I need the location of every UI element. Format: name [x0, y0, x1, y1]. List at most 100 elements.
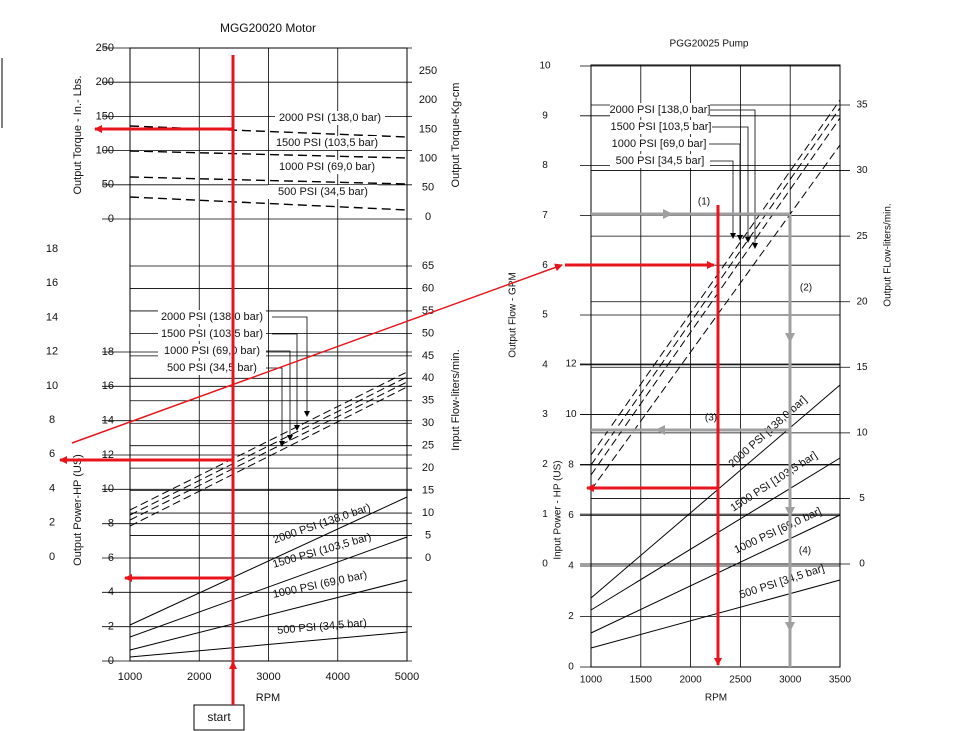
- curve-label: 1500 PSI [103,5 bar]: [611, 121, 712, 133]
- tick-label: 0: [425, 552, 431, 564]
- tick-label: 2: [568, 611, 574, 622]
- tick-label: 6: [542, 260, 548, 271]
- x-axis-label: RPM: [256, 692, 280, 704]
- curve-label: 500 PSI (34,5 bar): [167, 362, 257, 374]
- tick-label: 12: [102, 449, 114, 461]
- tick-label: 1: [542, 509, 548, 520]
- leader: [265, 350, 293, 441]
- flow-curve: [590, 107, 841, 466]
- tick-label: 100: [96, 145, 114, 157]
- tick-label: 50: [422, 182, 434, 194]
- tick-label: 45: [422, 350, 434, 362]
- tick-label: 0: [425, 211, 431, 223]
- flow-curve: [590, 117, 841, 476]
- tick-label: 4: [49, 482, 55, 494]
- tick-label: 30: [422, 417, 434, 429]
- tick-label: 250: [419, 65, 437, 77]
- curve-label: 1000 PSI (69,0 bar): [272, 569, 368, 601]
- step-label: (3): [705, 413, 717, 424]
- tick-label: 5: [425, 529, 431, 541]
- label-bg: [610, 103, 710, 117]
- tick-label: 40: [422, 372, 434, 384]
- tick-label: 25: [856, 231, 868, 242]
- curve-label: 500 PSI (34,5 bar): [278, 186, 368, 198]
- power-curve: [129, 536, 408, 638]
- flow-curve: [129, 376, 408, 516]
- tick-label: 6: [49, 448, 55, 460]
- chart-title: PGG20025 Pump: [670, 39, 749, 50]
- leader: [260, 367, 285, 447]
- tick-label: 6: [568, 510, 574, 521]
- x-tick-label: 1000: [580, 675, 603, 686]
- tick-label: 4: [108, 586, 114, 598]
- torque-curve: [129, 176, 408, 185]
- tick-label: 15: [856, 362, 868, 373]
- curve-label: 1500 PSI (103,5 bar): [161, 328, 263, 340]
- flow-curve: [590, 144, 841, 491]
- power-curve: [590, 457, 841, 611]
- tick-label: 25: [422, 440, 434, 452]
- tick-label: 50: [422, 327, 434, 339]
- tick-label: 200: [419, 94, 437, 106]
- tick-label: 14: [102, 415, 114, 427]
- tick-label: 10: [565, 409, 577, 420]
- label-bg: [610, 154, 710, 168]
- axis-title: Output Torque - In.- Lbs.: [72, 75, 84, 194]
- tick-label: 0: [108, 213, 114, 225]
- leaders: [703, 109, 758, 249]
- tick-label: 0: [542, 559, 548, 570]
- tick-label: 2: [49, 517, 55, 529]
- torque-curve: [129, 196, 408, 211]
- leaders: [260, 316, 310, 447]
- tick-label: 55: [422, 305, 434, 317]
- tick-label: 4: [568, 561, 574, 572]
- tick-label: 10: [539, 61, 551, 72]
- tick-label: 60: [422, 282, 434, 294]
- power-curve: [129, 579, 408, 651]
- axis-title: Input Power - HP (US): [553, 460, 564, 559]
- flow-curve: [129, 386, 408, 527]
- tick-label: 0: [49, 551, 55, 563]
- flow-curve: [129, 381, 408, 521]
- axis-title: Output Power-HP (US): [72, 454, 84, 566]
- tick-label: 8: [568, 460, 574, 471]
- tick-label: 18: [102, 346, 114, 358]
- tick-label: 100: [419, 153, 437, 165]
- tick-label: 14: [46, 311, 58, 323]
- tick-label: 20: [422, 462, 434, 474]
- tick-label: 20: [856, 296, 868, 307]
- leader: [272, 316, 310, 417]
- flow-curve: [129, 371, 408, 511]
- x-tick-label: 3500: [829, 675, 852, 686]
- label-bg: [275, 111, 385, 125]
- power-curve: [590, 384, 841, 599]
- tick-label: 2: [542, 459, 548, 470]
- axis-title: Output Flow - GPM: [508, 272, 519, 358]
- tick-label: 10: [102, 483, 114, 495]
- start-box: [193, 704, 245, 731]
- tick-label: 8: [108, 518, 114, 530]
- flow-curves: [129, 371, 408, 527]
- axis-title: Input Flow-liters/min.: [450, 349, 462, 450]
- tick-label: 150: [96, 110, 114, 122]
- x-tick-label: 2000: [679, 675, 702, 686]
- tick-label: 0: [568, 662, 574, 673]
- leader: [272, 333, 300, 431]
- tick-label: 0: [108, 655, 114, 667]
- curve-label: 1000 PSI (69,0 bar): [279, 161, 375, 173]
- step-label: (1): [698, 197, 710, 208]
- torque-curve: [129, 150, 408, 159]
- tick-label: 50: [102, 179, 114, 191]
- x-tick-label: 5000: [395, 671, 419, 683]
- power-curve: [129, 496, 408, 626]
- tick-label: 10: [422, 507, 434, 519]
- label-bg: [158, 310, 266, 324]
- tick-label: 150: [419, 123, 437, 135]
- tick-label: 0: [859, 559, 865, 570]
- tick-label: 18: [46, 243, 58, 255]
- tick-label: 12: [565, 359, 577, 370]
- power-curve: [590, 514, 841, 634]
